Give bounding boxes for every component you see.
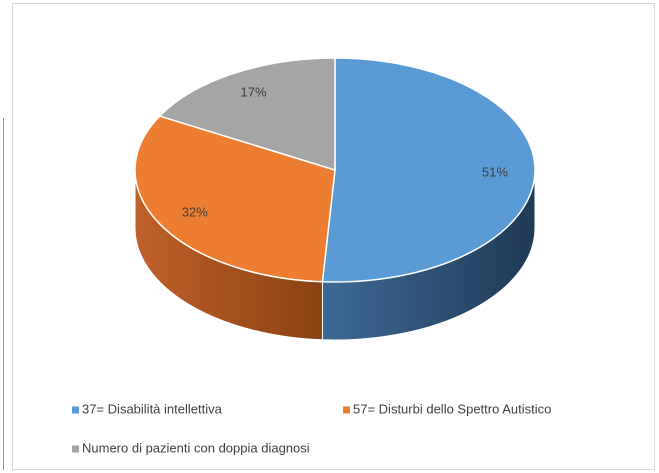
legend-label: 37= Disabilità intellettiva [82, 401, 223, 416]
pie-slice [134, 115, 336, 283]
pie-slice [158, 57, 336, 172]
data-label: 32% [182, 205, 208, 220]
data-label: 17% [241, 84, 267, 99]
legend-swatch [343, 406, 350, 414]
legend-swatch [72, 406, 79, 414]
legend-label: Numero di pazienti con doppia diagnosi [82, 440, 310, 455]
pie: 51% 32% 17% [134, 57, 536, 341]
pie-slice [321, 57, 536, 283]
legend: 37= Disabilità intellettiva 57= Disturbi … [72, 401, 551, 455]
legend-label: 57= Disturbi dello Spettro Autistico [353, 401, 551, 416]
data-label: 51% [482, 164, 508, 179]
legend-swatch [72, 445, 79, 453]
